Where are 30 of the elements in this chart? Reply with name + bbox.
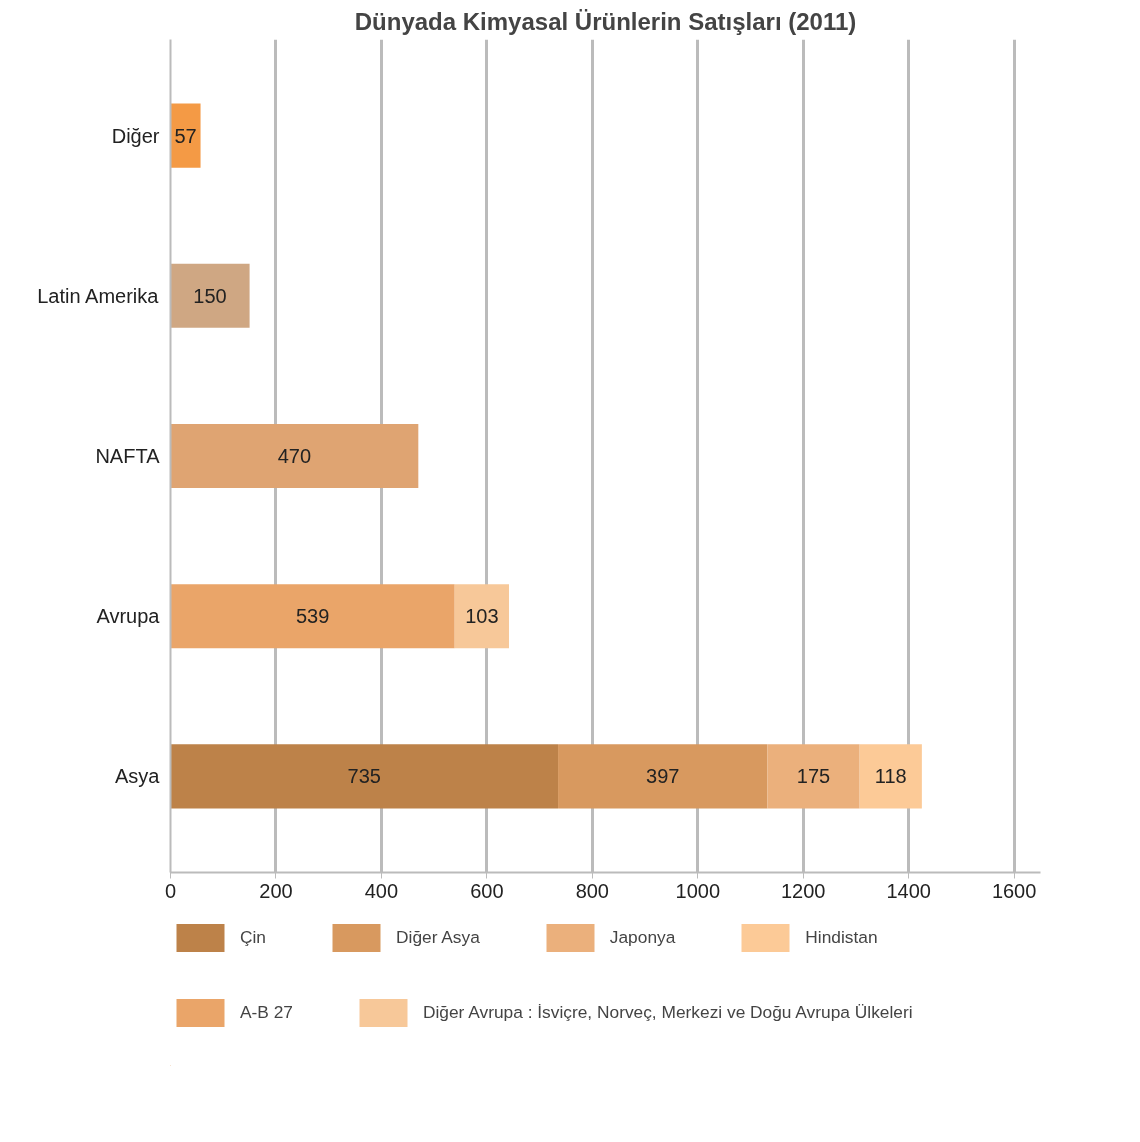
x-tick-label: 0 xyxy=(164,879,177,902)
data-label: 470 xyxy=(277,445,312,467)
data-label: 150 xyxy=(193,284,227,307)
x-tick-label: 600 xyxy=(470,879,504,902)
x-tick-label: 1600 xyxy=(991,879,1037,902)
x-tick-label: 400 xyxy=(364,879,399,902)
y-tick-label: Asya xyxy=(115,765,161,788)
data-label: 539 xyxy=(295,605,330,628)
data-label: 735 xyxy=(347,765,381,788)
legend-label: Diğer Asya xyxy=(396,927,480,948)
legend-label: Hindistan xyxy=(805,927,878,948)
x-tick-label: 200 xyxy=(259,879,293,902)
data-label: 397 xyxy=(646,765,680,788)
legend-label: A-B 27 xyxy=(240,1002,293,1023)
x-tick-label: 800 xyxy=(575,879,610,902)
y-tick-label: NAFTA xyxy=(95,445,161,467)
data-label: 103 xyxy=(465,605,499,628)
y-tick-label: Latin Amerika xyxy=(37,284,160,307)
x-tick-label: 1400 xyxy=(886,879,931,902)
data-label: 57 xyxy=(174,124,197,147)
y-tick-label: Diğer xyxy=(111,124,160,147)
legend-label: Diğer Avrupa : İsviçre, Norveç, Merkezi ve Doğu Avrupa Ülkeleri xyxy=(422,1002,913,1023)
data-label: 118 xyxy=(874,765,907,788)
legend-label: Çin xyxy=(240,927,267,948)
x-tick-label: 1000 xyxy=(675,879,721,902)
y-tick-label: Avrupa xyxy=(96,605,161,628)
data-label: 175 xyxy=(796,765,831,788)
legend-label: Japonya xyxy=(609,927,676,948)
x-tick-label: 1200 xyxy=(780,879,826,902)
chart-title: Dünyada Kimyasal Ürünlerin Satışları (2011) xyxy=(354,7,857,35)
